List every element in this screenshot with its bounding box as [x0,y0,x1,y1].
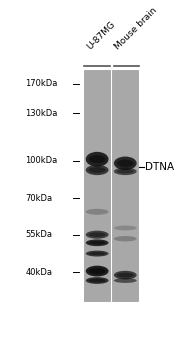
Ellipse shape [114,168,137,175]
Text: Mouse brain: Mouse brain [113,6,159,51]
Ellipse shape [89,232,106,237]
Ellipse shape [89,241,106,245]
Ellipse shape [86,165,108,175]
Ellipse shape [117,273,134,278]
Ellipse shape [86,251,108,257]
Ellipse shape [86,152,108,167]
Ellipse shape [114,278,137,283]
Ellipse shape [114,225,137,230]
Ellipse shape [89,268,106,274]
Bar [112,70,138,301]
Ellipse shape [117,169,134,174]
Ellipse shape [114,156,137,170]
Bar [84,70,110,301]
Ellipse shape [114,271,137,279]
Ellipse shape [86,277,108,284]
Ellipse shape [89,252,106,255]
Ellipse shape [86,266,108,276]
Ellipse shape [86,231,108,239]
Text: 55kDa: 55kDa [25,230,52,239]
Text: DTNA: DTNA [145,162,174,172]
Text: 170kDa: 170kDa [25,79,58,88]
Ellipse shape [86,209,108,215]
Ellipse shape [86,239,108,246]
Ellipse shape [117,160,134,167]
Ellipse shape [114,236,137,241]
Ellipse shape [89,167,106,173]
Text: 40kDa: 40kDa [25,268,52,277]
Text: 70kDa: 70kDa [25,194,53,203]
Text: U-87MG: U-87MG [85,20,117,51]
Text: 100kDa: 100kDa [25,156,58,165]
Ellipse shape [89,279,106,282]
Text: 130kDa: 130kDa [25,109,58,118]
Ellipse shape [89,155,106,163]
